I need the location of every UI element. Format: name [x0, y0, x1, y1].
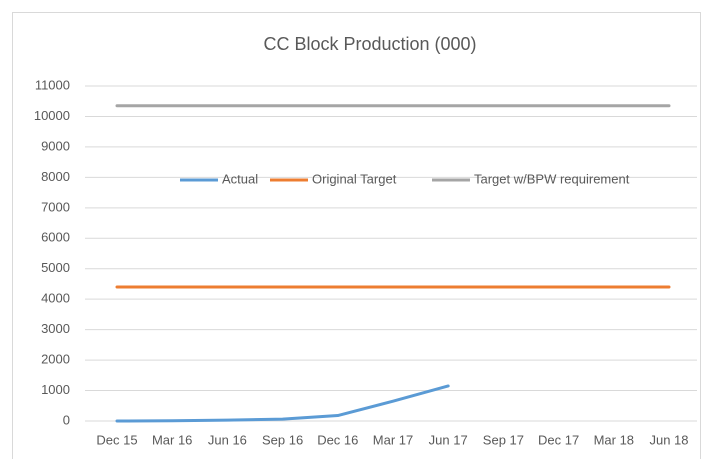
x-tick-label: Dec 17	[538, 432, 579, 447]
x-tick-label: Mar 18	[594, 432, 634, 447]
x-tick-label: Mar 17	[373, 432, 413, 447]
x-tick-label: Jun 17	[429, 432, 468, 447]
y-tick-label: 9000	[41, 138, 70, 153]
y-tick-label: 11000	[35, 77, 70, 92]
x-tick-label: Dec 15	[96, 432, 137, 447]
x-tick-label: Jun 18	[649, 432, 688, 447]
legend-label: Original Target	[312, 171, 397, 186]
y-tick-label: 4000	[41, 291, 70, 306]
chart-frame	[12, 12, 701, 459]
y-tick-label: 6000	[41, 230, 70, 245]
y-tick-label: 2000	[41, 352, 70, 367]
x-tick-label: Jun 16	[208, 432, 247, 447]
y-tick-label: 1000	[41, 382, 70, 397]
y-tick-label: 0	[63, 412, 70, 427]
x-tick-label: Dec 16	[317, 432, 358, 447]
y-tick-label: 8000	[41, 169, 70, 184]
legend-label: Actual	[222, 171, 258, 186]
x-tick-label: Mar 16	[152, 432, 192, 447]
legend-label: Target w/BPW requirement	[474, 171, 630, 186]
y-tick-label: 5000	[41, 260, 70, 275]
series-line	[115, 384, 450, 423]
y-tick-label: 3000	[41, 321, 70, 336]
x-tick-label: Sep 17	[483, 432, 524, 447]
x-tick-label: Sep 16	[262, 432, 303, 447]
y-tick-label: 7000	[41, 199, 70, 214]
chart-title: CC Block Production (000)	[263, 34, 476, 54]
y-tick-label: 10000	[34, 108, 70, 123]
